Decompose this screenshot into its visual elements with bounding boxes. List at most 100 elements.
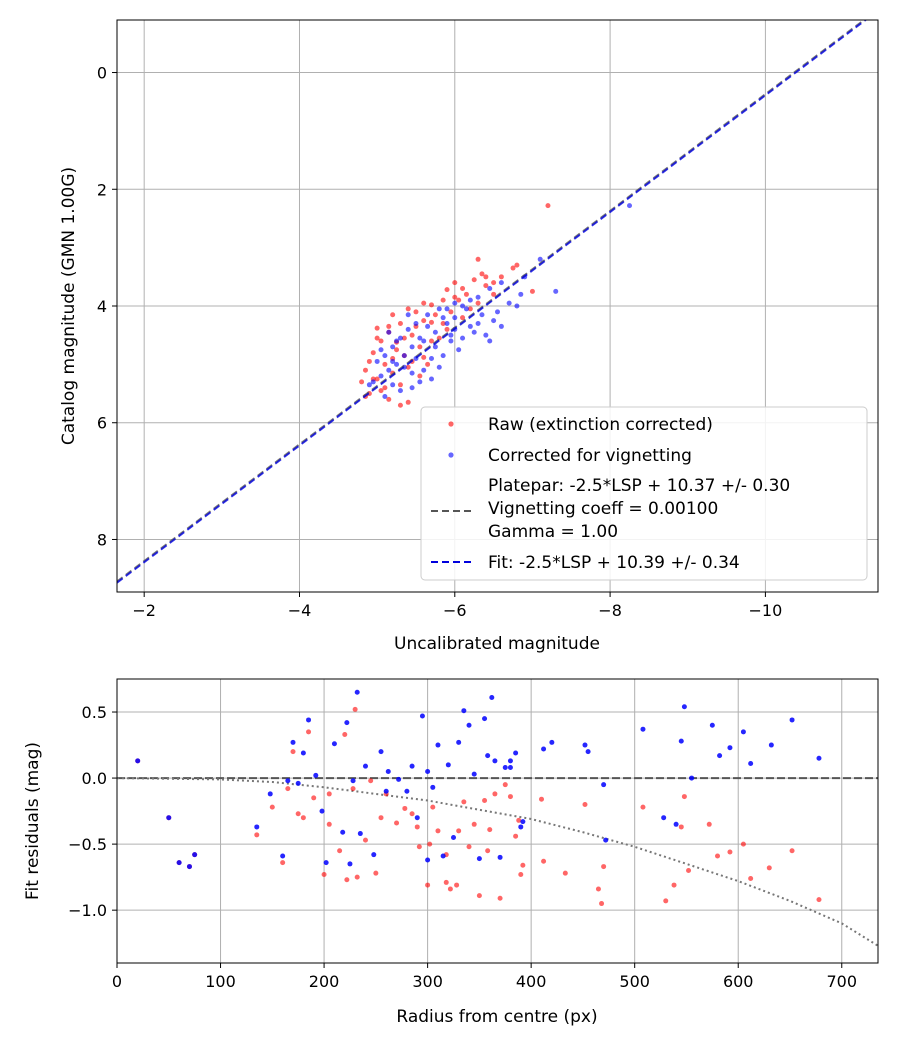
raw-point (448, 309, 454, 315)
corrected-residual-point (678, 738, 684, 744)
corrected-point (425, 312, 431, 318)
calibration-y-ticks: 0 2 4 6 8 (97, 64, 117, 549)
corrected-point (498, 323, 504, 329)
corrected-residual-point (768, 742, 774, 748)
corrected-residual-point (489, 694, 495, 700)
raw-point (421, 354, 427, 360)
raw-residual-point (342, 731, 348, 737)
residuals-points (135, 689, 822, 907)
raw-residual-point (678, 824, 684, 830)
corrected-residual-point (409, 763, 415, 769)
corrected-point (428, 376, 434, 382)
corrected-residual-point (450, 835, 456, 841)
corrected-residual-point (440, 853, 446, 859)
raw-residual-point (663, 898, 669, 904)
raw-point (491, 291, 497, 297)
corrected-point (479, 312, 485, 318)
corrected-point (386, 367, 392, 373)
corrected-point (553, 288, 559, 294)
raw-residual-point (402, 805, 408, 811)
corrected-residual-point (492, 758, 498, 764)
corrected-residual-point (280, 853, 286, 859)
corrected-point (405, 326, 411, 332)
fit-line (117, 20, 868, 584)
raw-point (394, 347, 400, 353)
corrected-point (409, 370, 415, 376)
corrected-residual-point (689, 775, 695, 781)
corrected-point (436, 306, 442, 312)
calibration-y-tick-label: 2 (97, 180, 107, 199)
raw-point (413, 309, 419, 315)
corrected-point (467, 297, 473, 303)
raw-point (428, 338, 434, 344)
raw-residual-point (497, 895, 503, 901)
raw-residual-point (354, 874, 360, 880)
residuals-x-tick-label: 300 (412, 972, 443, 991)
residuals-x-tick-label: 400 (516, 972, 547, 991)
calibration-points (359, 203, 633, 408)
raw-residual-point (487, 827, 493, 833)
raw-point (382, 361, 388, 367)
corrected-point (487, 285, 493, 291)
residuals-plot-area (117, 689, 878, 947)
corrected-residual-point (404, 788, 410, 794)
corrected-residual-point (319, 808, 325, 814)
raw-residual-point (350, 786, 356, 792)
raw-point (370, 350, 376, 356)
corrected-point (366, 382, 372, 388)
corrected-point (428, 356, 434, 362)
residuals-y-label: Fit residuals (mag) (23, 742, 43, 900)
raw-residual-point (414, 824, 420, 830)
raw-point (452, 294, 458, 300)
raw-point (374, 376, 380, 382)
raw-point (483, 274, 489, 280)
corrected-residual-point (396, 776, 402, 782)
corrected-point (506, 300, 512, 306)
corrected-residual-point (673, 821, 679, 827)
raw-point (362, 367, 368, 373)
corrected-residual-point (254, 824, 260, 830)
residuals-x-ticks: 0 100 200 300 400 500 600 700 (112, 963, 857, 991)
raw-residual-point (727, 849, 733, 855)
legend-raw-label: Raw (extinction corrected) (488, 415, 713, 435)
residuals-x-label: Radius from centre (px) (396, 1007, 597, 1027)
legend-corrected-label: Corrected for vignetting (488, 446, 692, 466)
raw-point (475, 256, 481, 262)
corrected-point (432, 329, 438, 335)
corrected-residual-point (816, 755, 822, 761)
raw-point (510, 265, 516, 271)
raw-point (444, 326, 450, 332)
residuals-chart: 0 100 200 300 400 500 600 700 0.5 0.0 −0.5 −1.0 Ra… (23, 678, 879, 1027)
corrected-point (397, 388, 403, 394)
residuals-y-ticks: 0.5 0.0 −0.5 −1.0 (68, 703, 117, 920)
raw-point (359, 379, 365, 385)
raw-residual-point (466, 844, 472, 850)
legend-vignetting-label: Vignetting coeff = 0.00100 (488, 499, 718, 519)
raw-point (386, 396, 392, 402)
raw-residual-point (326, 791, 332, 797)
corrected-residual-point (502, 765, 508, 771)
corrected-residual-point (430, 784, 436, 790)
legend-gamma-label: Gamma = 1.00 (488, 522, 618, 542)
raw-residual-point (280, 860, 286, 866)
corrected-point (452, 315, 458, 321)
calibration-legend: Raw (extinction corrected) Corrected for… (420, 406, 868, 581)
raw-point (491, 280, 497, 286)
corrected-point (397, 335, 403, 341)
raw-point (498, 274, 504, 280)
raw-point (401, 335, 407, 341)
raw-residual-point (582, 801, 588, 807)
residuals-frame (116, 678, 879, 964)
raw-residual-point (300, 815, 306, 821)
raw-point (456, 297, 462, 303)
raw-residual-point (254, 832, 260, 838)
corrected-residual-point (640, 726, 646, 732)
raw-residual-point (337, 848, 343, 854)
raw-residual-point (681, 794, 687, 800)
legend-platepar-label: Platepar: -2.5*LSP + 10.37 +/- 0.30 (488, 476, 790, 496)
corrected-point (401, 353, 407, 359)
corrected-point (483, 332, 489, 338)
raw-point (444, 287, 450, 293)
corrected-point (432, 344, 438, 350)
raw-point (382, 385, 388, 391)
